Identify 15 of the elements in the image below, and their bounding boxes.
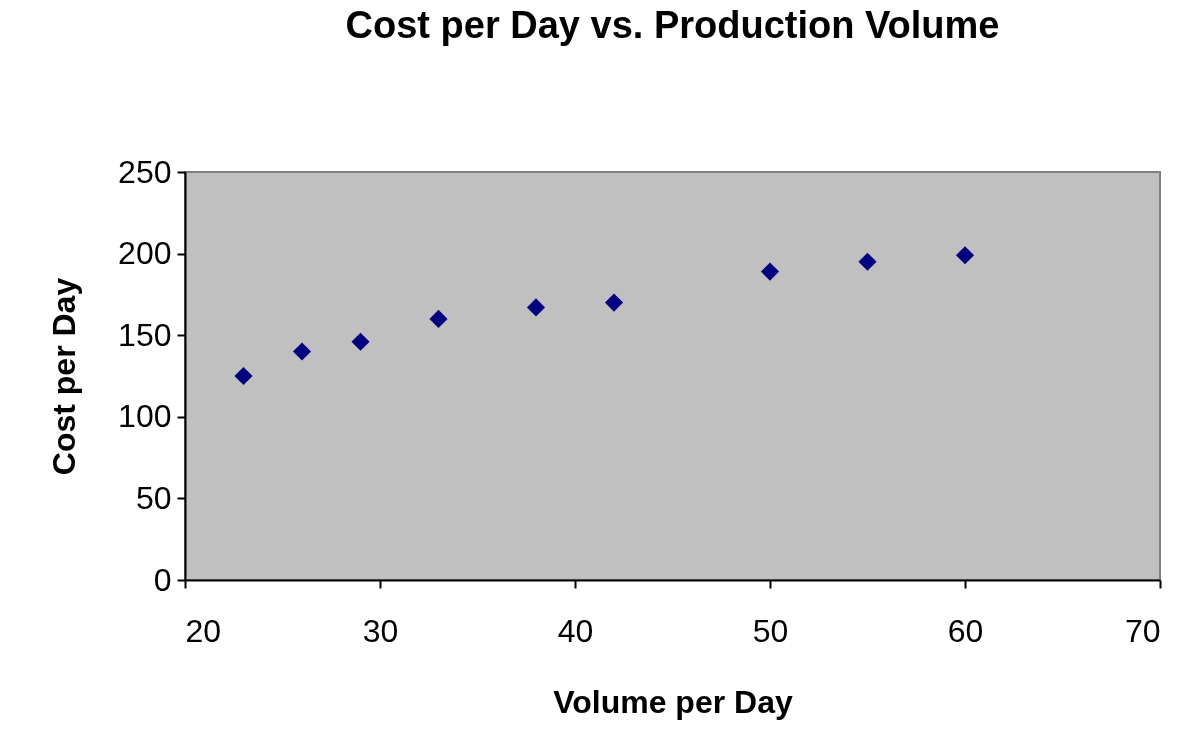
y-tick-label: 50 xyxy=(135,479,172,516)
x-tick-label: 60 xyxy=(947,612,984,649)
x-tick-label: 30 xyxy=(362,612,399,649)
x-axis-title: Volume per Day xyxy=(553,683,793,720)
y-tick-label: 250 xyxy=(118,153,172,190)
y-tick-label: 100 xyxy=(118,398,172,435)
x-tick-label: 50 xyxy=(752,612,789,649)
y-axis-title: Cost per Day xyxy=(46,277,83,476)
chart-title: Cost per Day vs. Production Volume xyxy=(345,4,1000,46)
y-tick-label: 0 xyxy=(153,561,172,598)
x-tick-label: 20 xyxy=(185,612,222,649)
y-tick-label: 150 xyxy=(118,316,172,353)
y-tick-label: 200 xyxy=(118,235,172,272)
x-tick-label: 70 xyxy=(1124,612,1161,649)
x-tick-label: 40 xyxy=(557,612,594,649)
